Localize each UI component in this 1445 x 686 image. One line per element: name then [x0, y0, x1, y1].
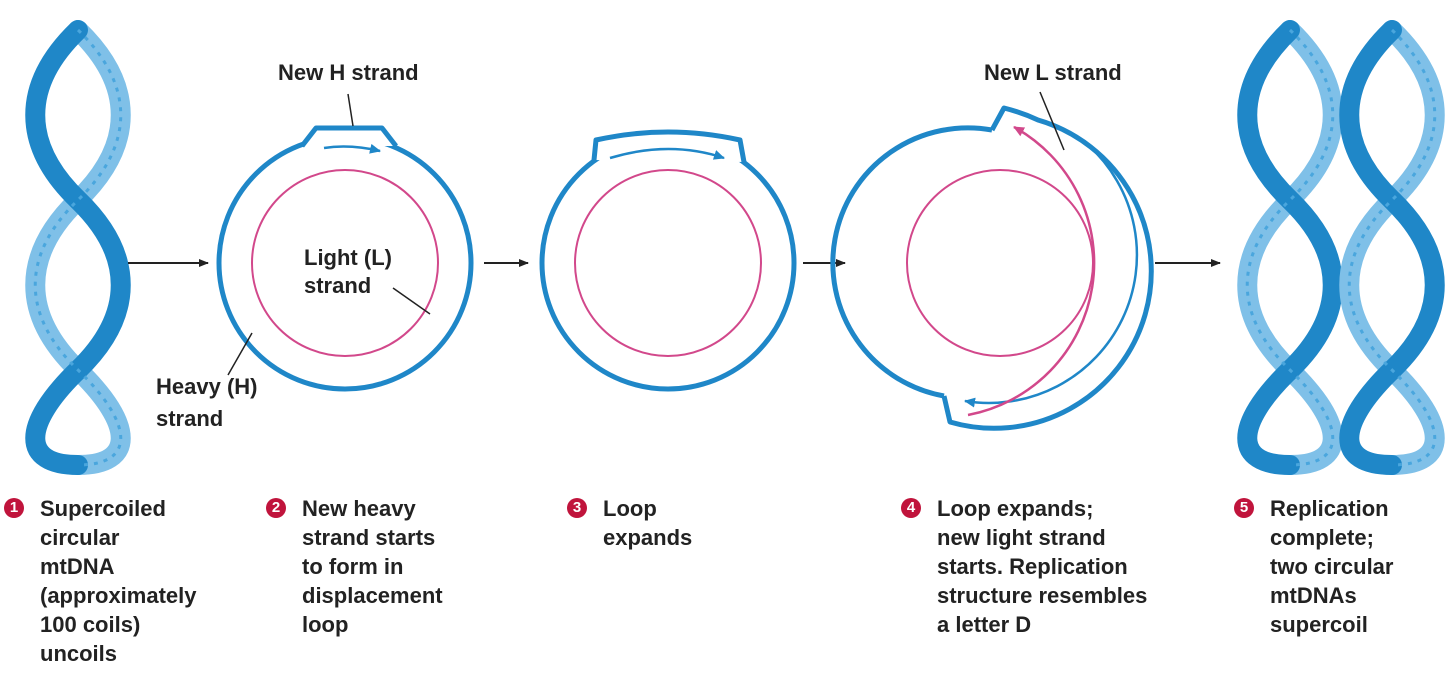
supercoiled-dna-icon [1339, 20, 1445, 475]
step-3-text: Loop expands [603, 496, 693, 550]
step-1-text: Supercoiled circular mtDNA (approximatel… [40, 496, 197, 666]
dna-circle-icon [216, 93, 474, 392]
dna-circle-icon [830, 91, 1154, 431]
step-2-badge: 2 [266, 498, 286, 518]
label-new-l-strand: New L strand [984, 60, 1122, 85]
step-4-badge: 4 [901, 498, 921, 518]
step-5-text: Replication complete; two circular mtDNA… [1270, 496, 1394, 637]
supercoiled-dna-icon [1237, 20, 1343, 475]
step-5-badge: 5 [1234, 498, 1254, 518]
step-1-badge: 1 [4, 498, 24, 518]
step-2-text: New heavy strand starts to form in displ… [302, 496, 443, 637]
label-new-h-strand: New H strand [278, 60, 419, 85]
label-light-strand: Light (L) strand [304, 245, 392, 298]
label-heavy-strand: Heavy (H) strand [156, 374, 258, 431]
supercoiled-dna-icon [25, 20, 131, 475]
step-4-text: Loop expands; new light strand starts. R… [937, 496, 1148, 637]
step-3-badge: 3 [567, 498, 587, 518]
dna-circle-icon [539, 129, 797, 392]
